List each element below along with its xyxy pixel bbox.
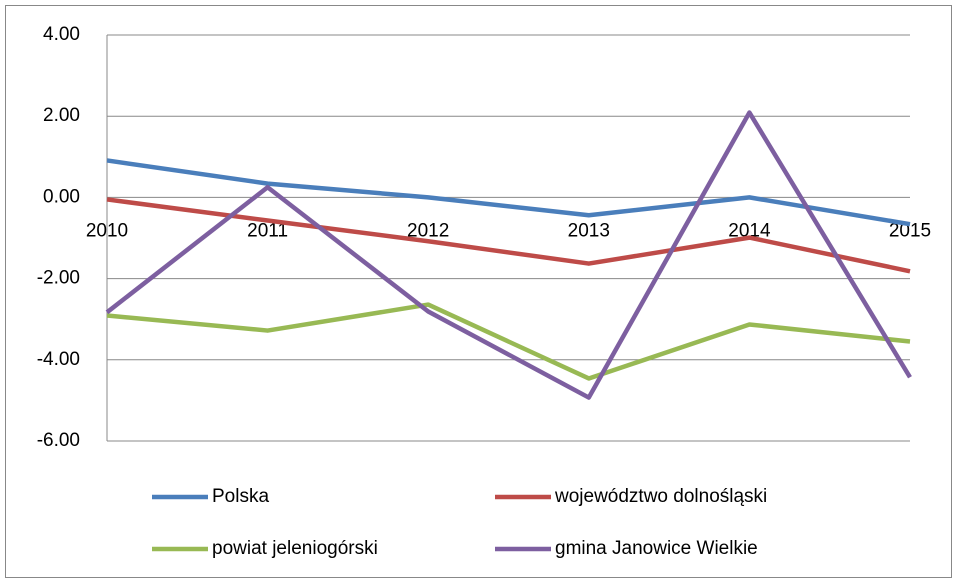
x-tick-label: 2015 bbox=[889, 220, 931, 241]
legend-label: powiat jeleniogórski bbox=[212, 538, 378, 559]
legend-label: Polska bbox=[212, 486, 269, 507]
legend-label: gmina Janowice Wielkie bbox=[555, 538, 758, 559]
series-line bbox=[106, 302, 911, 381]
y-tick-label: 4.00 bbox=[43, 24, 80, 45]
chart-border bbox=[5, 5, 952, 578]
y-tick-label: -2.00 bbox=[37, 268, 80, 289]
y-tick-label: -4.00 bbox=[37, 349, 80, 370]
x-tick-label: 2014 bbox=[728, 220, 771, 241]
legend-label: województwo dolnośląski bbox=[554, 486, 767, 507]
x-tick-label: 2010 bbox=[86, 220, 128, 241]
x-tick-label: 2013 bbox=[568, 220, 610, 241]
y-tick-label: 0.00 bbox=[43, 186, 80, 207]
series-line bbox=[106, 197, 911, 274]
x-tick-label: 2012 bbox=[407, 220, 449, 241]
series-line bbox=[105, 110, 912, 400]
x-tick-label: 2011 bbox=[247, 220, 288, 241]
y-tick-label: -6.00 bbox=[37, 430, 80, 451]
y-tick-label: 2.00 bbox=[43, 105, 80, 126]
series-line bbox=[106, 158, 911, 227]
